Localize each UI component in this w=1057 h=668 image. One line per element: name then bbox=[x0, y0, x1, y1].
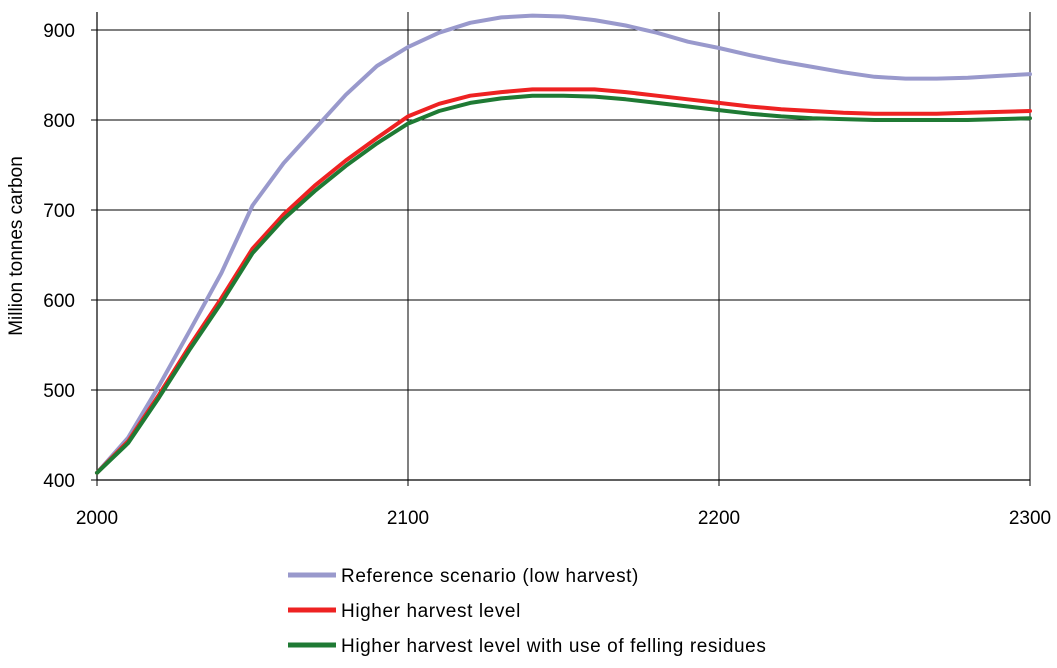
x-tick-labels: 2000 2100 2200 2300 bbox=[76, 508, 1051, 529]
y-tick-label: 500 bbox=[43, 381, 75, 402]
axes bbox=[91, 12, 1031, 486]
x-tick-label: 2200 bbox=[698, 508, 740, 529]
legend-label-3: Higher harvest level with use of felling… bbox=[341, 636, 766, 657]
legend: Reference scenario (low harvest) Higher h… bbox=[288, 566, 766, 657]
y-tick-label: 600 bbox=[43, 291, 75, 312]
gridlines bbox=[96, 12, 1031, 481]
y-tick-label: 800 bbox=[43, 111, 75, 132]
x-tick-label: 2000 bbox=[76, 508, 118, 529]
series-line-1 bbox=[95, 13, 1032, 475]
series-line-2 bbox=[95, 87, 1032, 475]
series-lines bbox=[95, 13, 1032, 475]
x-tick-label: 2100 bbox=[387, 508, 429, 529]
y-tick-label: 400 bbox=[43, 471, 75, 492]
y-tick-labels: 400 500 600 700 800 900 bbox=[43, 21, 75, 492]
series-line-3 bbox=[95, 93, 1032, 475]
legend-label-2: Higher harvest level bbox=[341, 601, 521, 622]
legend-label-1: Reference scenario (low harvest) bbox=[341, 566, 639, 587]
y-axis-title: Million tonnes carbon bbox=[6, 156, 27, 336]
y-tick-label: 700 bbox=[43, 201, 75, 222]
x-tick-label: 2300 bbox=[1009, 508, 1051, 529]
y-tick-label: 900 bbox=[43, 21, 75, 42]
